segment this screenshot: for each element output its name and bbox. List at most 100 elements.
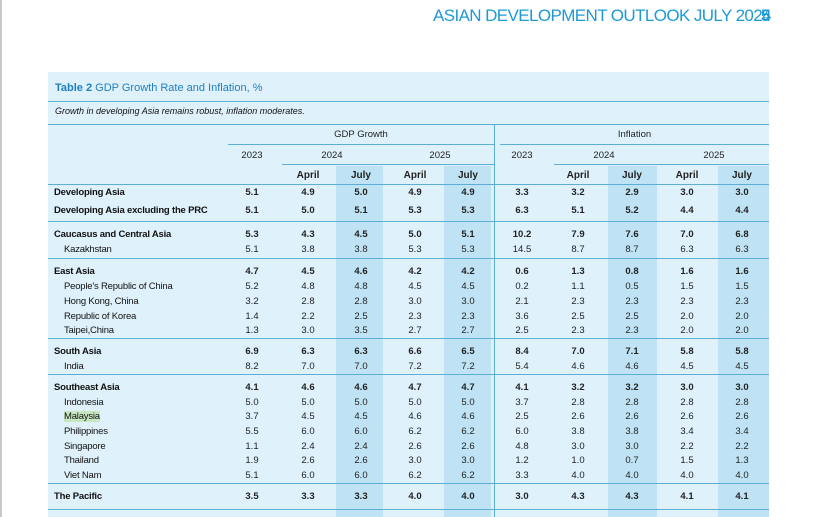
table-cell: 1.3 xyxy=(571,266,585,277)
table-panel: Table 2 GDP Growth Rate and Inflation, %… xyxy=(48,72,769,517)
table-cell: 4.5 xyxy=(461,281,475,292)
table-cell: 2.5 xyxy=(625,311,639,322)
row-label: Developing Asia excluding the PRC xyxy=(54,205,208,216)
table-cell: 2.6 xyxy=(461,441,475,452)
inflation-year-2024: 2024 xyxy=(593,150,615,161)
table-cell: 0.6 xyxy=(515,266,529,277)
table-cell: 3.8 xyxy=(354,244,368,255)
table-cell: 3.4 xyxy=(680,426,694,437)
row-label: India xyxy=(54,361,84,372)
table-cell: 4.0 xyxy=(461,491,475,502)
table-cell: 5.0 xyxy=(408,397,422,408)
table-cell: 5.0 xyxy=(408,229,422,240)
table-cell: 5.3 xyxy=(461,244,475,255)
table-cell: 5.0 xyxy=(301,205,315,216)
table-cell: 2.6 xyxy=(571,411,585,422)
table-cell: 5.1 xyxy=(354,205,368,216)
table-cell: 1.3 xyxy=(245,325,259,336)
inflation-header: Inflation xyxy=(617,129,652,140)
gdp-year-2023: 2023 xyxy=(241,150,263,161)
table-cell: 6.3 xyxy=(735,244,749,255)
table-cell: 6.8 xyxy=(735,229,749,240)
table-cell: 8.7 xyxy=(625,244,639,255)
table-cell: 2.6 xyxy=(408,441,422,452)
row-label-text: Developing Asia xyxy=(54,187,125,198)
table-cell: 10.2 xyxy=(512,229,532,240)
table-cell: 3.0 xyxy=(571,441,585,452)
table-cell: 7.6 xyxy=(625,229,639,240)
table-cell: 7.0 xyxy=(680,229,694,240)
row-label-text: East Asia xyxy=(54,266,95,277)
table-cell: 1.6 xyxy=(735,266,749,277)
table-cell: 5.3 xyxy=(408,205,422,216)
table-cell: 2.7 xyxy=(408,325,422,336)
title-rule xyxy=(48,101,769,102)
table-cell: 6.0 xyxy=(301,470,315,481)
table-cell: 2.3 xyxy=(408,311,422,322)
table-cell: 3.0 xyxy=(625,441,639,452)
table-cell: 2.3 xyxy=(625,325,639,336)
table-cell: 3.5 xyxy=(245,491,259,502)
table-cell: 2.7 xyxy=(461,325,475,336)
table-cell: 3.3 xyxy=(354,491,368,502)
table-cell: 5.1 xyxy=(245,244,259,255)
table-cell: 1.6 xyxy=(680,266,694,277)
table-bottom-rule xyxy=(48,509,769,510)
table-cell: 3.8 xyxy=(625,426,639,437)
table-cell: 4.2 xyxy=(461,266,475,277)
table-cell: 3.3 xyxy=(301,491,315,502)
inflation-year-2025: 2025 xyxy=(703,150,725,161)
table-cell: 1.5 xyxy=(680,281,694,292)
table-cell: 5.8 xyxy=(680,346,694,357)
row-label: Viet Nam xyxy=(54,470,101,481)
gdp-growth-header: GDP Growth xyxy=(334,129,388,140)
table-label: Table 2 xyxy=(55,82,93,94)
table-cell: 2.5 xyxy=(354,311,368,322)
table-cell: 8.7 xyxy=(571,244,585,255)
table-cell: 7.2 xyxy=(461,361,475,372)
table-cell: 5.3 xyxy=(408,244,422,255)
table-cell: 3.4 xyxy=(735,426,749,437)
table-cell: 2.2 xyxy=(735,441,749,452)
table-cell: 4.7 xyxy=(245,266,259,277)
row-label-text: Singapore xyxy=(64,441,106,452)
table-cell: 4.5 xyxy=(301,411,315,422)
inflation-2024-april-header: April xyxy=(566,170,590,181)
table-cell: 3.6 xyxy=(515,311,529,322)
table-cell: 0.8 xyxy=(625,266,639,277)
table-cell: 4.1 xyxy=(735,491,749,502)
table-cell: 4.7 xyxy=(461,382,475,393)
table-cell: 4.9 xyxy=(408,187,422,198)
row-group-rule xyxy=(48,221,769,222)
table-cell: 6.3 xyxy=(515,205,529,216)
table-cell: 2.6 xyxy=(625,411,639,422)
table-cell: 1.1 xyxy=(245,441,259,452)
table-cell: 2.8 xyxy=(571,397,585,408)
row-group-rule xyxy=(48,258,769,259)
table-cell: 4.2 xyxy=(408,266,422,277)
inflation-2024-july-header: July xyxy=(621,170,642,181)
table-title: Table 2 GDP Growth Rate and Inflation, % xyxy=(55,82,262,94)
table-cell: 4.9 xyxy=(301,187,315,198)
table-cell: 5.0 xyxy=(354,397,368,408)
table-cell: 5.1 xyxy=(245,470,259,481)
table-cell: 4.6 xyxy=(354,266,368,277)
table-cell: 4.6 xyxy=(408,411,422,422)
gdp-2025-april-header: April xyxy=(403,170,427,181)
row-label: The Pacific xyxy=(54,491,102,502)
row-label: Caucasus and Central Asia xyxy=(54,229,171,240)
table-title-text: GDP Growth Rate and Inflation, % xyxy=(95,82,263,94)
table-cell: 6.0 xyxy=(354,470,368,481)
row-label-text: The Pacific xyxy=(54,491,102,502)
table-cell: 5.0 xyxy=(354,187,368,198)
table-cell: 2.8 xyxy=(735,397,749,408)
inflation-2025-april-header: April xyxy=(675,170,699,181)
table-cell: 4.6 xyxy=(571,361,585,372)
table-cell: 2.0 xyxy=(680,325,694,336)
row-label: Southeast Asia xyxy=(54,382,120,393)
table-cell: 1.4 xyxy=(245,311,259,322)
row-label-text: Indonesia xyxy=(64,397,104,408)
row-label-text: Caucasus and Central Asia xyxy=(54,229,172,240)
table-cell: 3.0 xyxy=(461,296,475,307)
table-cell: 4.4 xyxy=(735,205,749,216)
